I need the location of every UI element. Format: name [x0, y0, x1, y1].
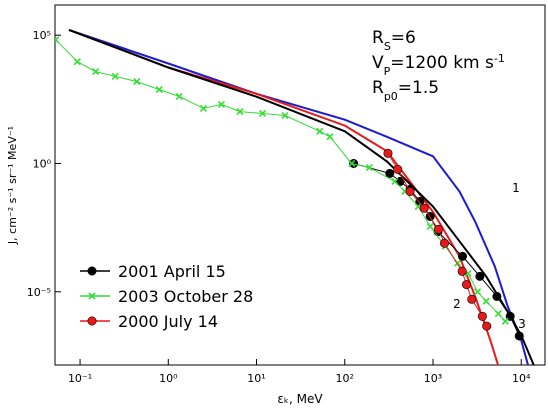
data-point	[87, 316, 97, 326]
annotation-part: P	[384, 65, 391, 78]
data-point	[326, 133, 334, 141]
data-point	[217, 100, 225, 108]
data-point	[467, 294, 477, 304]
x-tick-label: 10⁰	[159, 372, 178, 385]
annotation-part: R	[372, 28, 384, 48]
plot-area	[55, 28, 535, 365]
data-point	[457, 251, 467, 261]
annotation-part: =6	[391, 28, 416, 48]
y-tick-label: 10⁵	[33, 29, 51, 42]
curve-label: 1	[512, 181, 520, 195]
legend-label: 2003 October 28	[118, 287, 253, 306]
annotation-part: =1.5	[398, 78, 439, 98]
data-point	[383, 148, 393, 158]
data-point	[433, 224, 443, 234]
x-tick-label: 10¹	[247, 372, 265, 385]
x-tick-label: 10³	[424, 372, 442, 385]
data-point	[175, 92, 183, 100]
data-point	[473, 288, 482, 296]
data-point	[501, 317, 509, 325]
data-point	[199, 104, 207, 112]
data-point	[55, 36, 60, 44]
x-tick-label: 10²	[336, 372, 354, 385]
annotation-part: =1200 km s	[390, 53, 494, 73]
data-point	[316, 127, 324, 135]
data-point	[426, 222, 434, 231]
data-point	[405, 186, 415, 196]
data-point	[348, 159, 356, 168]
data-point	[365, 164, 373, 172]
data-point	[155, 85, 163, 94]
data-point	[492, 291, 502, 301]
annotation-part: p0	[384, 90, 398, 103]
annotation: RS=6	[372, 28, 416, 53]
plot-frame	[54, 4, 546, 366]
y-tick-label: 10⁻⁵	[27, 286, 51, 299]
curve-label: 2	[453, 297, 461, 311]
annotation-part: -1	[494, 52, 505, 65]
data-point	[236, 108, 244, 116]
annotation: Rp0=1.5	[372, 78, 439, 103]
data-point	[475, 271, 485, 281]
legend-label: 2000 July 14	[118, 312, 218, 331]
data-point	[391, 177, 399, 185]
data-point	[457, 266, 467, 276]
data-point	[514, 331, 524, 341]
annotation-part: V	[372, 53, 384, 73]
data-point	[385, 168, 395, 178]
data-point	[393, 164, 403, 174]
data-point	[482, 297, 490, 305]
data-point	[111, 72, 119, 80]
curve-label: 3	[518, 317, 526, 331]
data-point	[281, 111, 289, 120]
annotation: VP=1200 km s-1	[372, 52, 505, 78]
y-tick-label: 10⁰	[33, 157, 52, 170]
data-point	[133, 78, 141, 86]
y-axis-label: J, cm⁻² s⁻¹ sr⁻¹ MeV⁻¹	[6, 126, 19, 245]
annotation-part: R	[372, 78, 384, 98]
x-axis-label: εₖ, MeV	[277, 392, 323, 406]
data-point	[92, 68, 100, 76]
data-point	[88, 292, 96, 300]
data-point	[87, 266, 97, 276]
data-point	[419, 203, 429, 213]
x-tick-label: 10⁻¹	[68, 372, 92, 385]
data-point	[439, 238, 449, 248]
legend-label: 2001 April 15	[118, 262, 226, 281]
data-point	[494, 310, 502, 318]
data-point	[462, 280, 472, 290]
data-point	[482, 321, 492, 331]
data-point	[258, 109, 267, 118]
annotation-part: S	[384, 40, 391, 53]
x-tick-label: 10⁴	[512, 372, 531, 385]
data-point	[477, 311, 487, 321]
data-point	[73, 58, 81, 66]
